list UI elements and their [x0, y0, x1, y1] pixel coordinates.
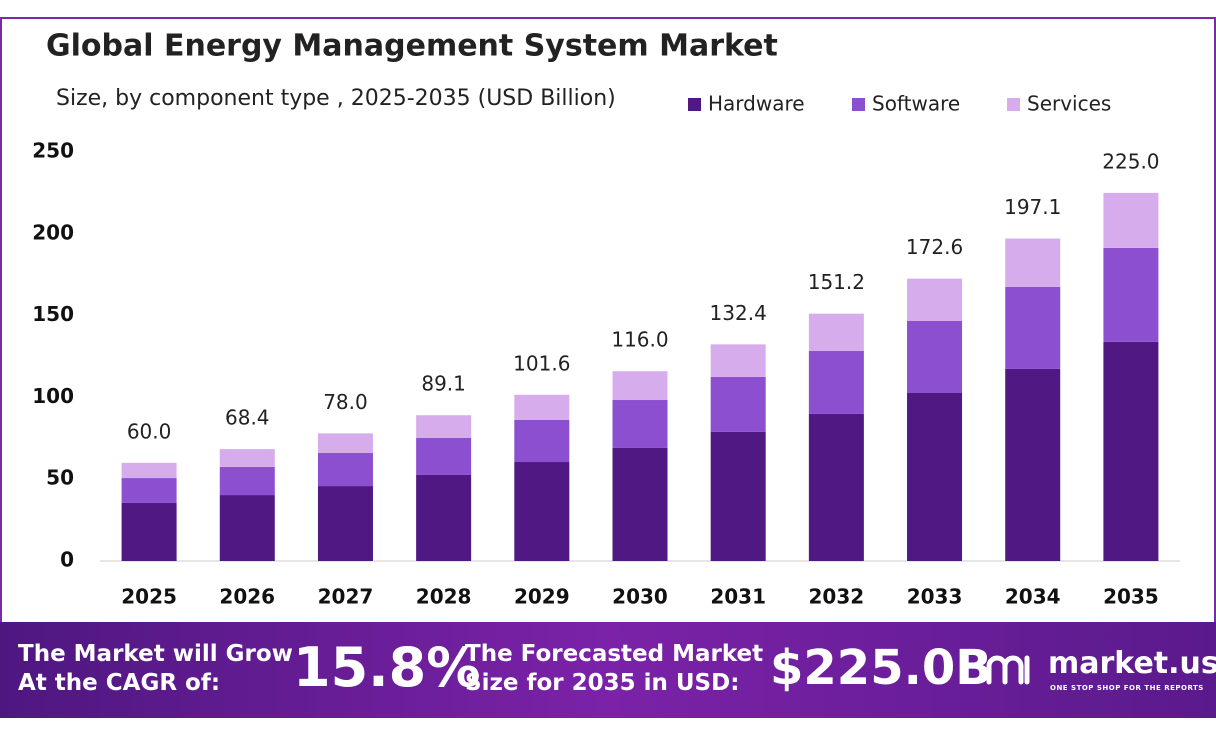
bar-segment: [514, 394, 570, 420]
total-label: 172.6: [906, 235, 963, 259]
total-label: 68.4: [225, 406, 270, 430]
legend-label: Hardware: [708, 92, 805, 116]
total-label: 60.0: [127, 419, 172, 443]
bar-segment: [317, 433, 373, 454]
x-tick-label: 2031: [710, 585, 766, 609]
bar-segment: [1005, 286, 1061, 369]
brand-logo: [986, 655, 1030, 685]
y-tick-label: 0: [60, 548, 74, 572]
bar-segment: [317, 453, 373, 487]
total-label: 197.1: [1004, 195, 1061, 219]
bar-segment: [416, 437, 472, 475]
legend-label: Software: [872, 92, 960, 116]
forecast-text: The Forecasted Market Size for 2035 in U…: [465, 640, 763, 698]
chart-title: Global Energy Management System Market: [46, 29, 778, 64]
bar-segment: [612, 447, 668, 561]
legend-label: Services: [1027, 92, 1111, 116]
total-label: 225.0: [1102, 149, 1159, 173]
total-label: 78.0: [323, 390, 368, 414]
legend-swatch: [852, 98, 865, 111]
y-tick-label: 250: [32, 139, 74, 163]
x-tick-label: 2034: [1005, 585, 1061, 609]
bar-segment: [907, 278, 963, 321]
y-tick-label: 50: [46, 466, 74, 490]
bar-segment: [121, 502, 177, 561]
cagr-line: At the CAGR of:: [18, 670, 221, 696]
bar-segment: [808, 313, 864, 351]
bar-segment: [612, 400, 668, 448]
bar-segment: [1005, 238, 1061, 287]
frame: [0, 17, 1216, 622]
x-tick-label: 2032: [809, 585, 865, 609]
bar-segment: [710, 431, 766, 561]
forecast-value: $225.0B: [770, 640, 992, 696]
bar-segment: [219, 466, 275, 496]
total-label: 116.0: [611, 328, 668, 352]
bar-segment: [219, 449, 275, 467]
bar-segment: [121, 478, 177, 503]
bar-segment: [1103, 192, 1159, 248]
bar-segment: [808, 350, 864, 414]
x-tick-label: 2029: [514, 585, 570, 609]
bar-segment: [1103, 247, 1159, 342]
y-tick-label: 200: [32, 220, 74, 244]
cagr-text: The Market will Grow At the CAGR of:: [18, 640, 293, 698]
bar-segment: [710, 344, 766, 377]
total-label: 101.6: [513, 351, 570, 375]
total-label: 132.4: [710, 301, 767, 325]
chart: Global Energy Management System Market S…: [0, 17, 1216, 622]
brand-tagline: ONE STOP SHOP FOR THE REPORTS: [1050, 684, 1204, 692]
bar-segment: [907, 320, 963, 393]
total-label: 89.1: [421, 372, 466, 396]
brand-name: market.us: [1048, 646, 1216, 681]
footer-banner: The Market will Grow At the CAGR of: 15.…: [0, 622, 1216, 718]
bar-segment: [907, 392, 963, 561]
bar-segment: [710, 376, 766, 432]
legend-swatch: [688, 98, 701, 111]
forecast-line: The Forecasted Market: [465, 641, 764, 667]
x-tick-label: 2028: [416, 585, 472, 609]
total-label: 151.2: [808, 270, 865, 294]
bar-segment: [808, 413, 864, 561]
bar-segment: [121, 462, 177, 479]
legend-swatch: [1007, 98, 1020, 111]
bar-segment: [317, 486, 373, 561]
bar-segment: [416, 474, 472, 561]
bar-segment: [612, 371, 668, 401]
x-tick-label: 2030: [612, 585, 668, 609]
cagr-line: The Market will Grow: [18, 641, 293, 667]
chart-subtitle: Size, by component type , 2025-2035 (USD…: [56, 86, 616, 111]
bar-segment: [416, 415, 472, 438]
x-tick-label: 2035: [1103, 585, 1159, 609]
forecast-line: Size for 2035 in USD:: [465, 670, 740, 696]
bar-segment: [514, 462, 570, 561]
bar-segment: [219, 495, 275, 561]
bar-segment: [1005, 368, 1061, 561]
bar-segment: [514, 419, 570, 463]
bar-segment: [1103, 341, 1159, 561]
x-tick-label: 2025: [121, 585, 177, 609]
cagr-value: 15.8%: [293, 636, 481, 699]
x-tick-label: 2033: [907, 585, 963, 609]
x-tick-label: 2026: [219, 585, 275, 609]
x-tick-label: 2027: [318, 585, 374, 609]
y-tick-label: 100: [32, 384, 74, 408]
y-tick-label: 150: [32, 302, 74, 326]
